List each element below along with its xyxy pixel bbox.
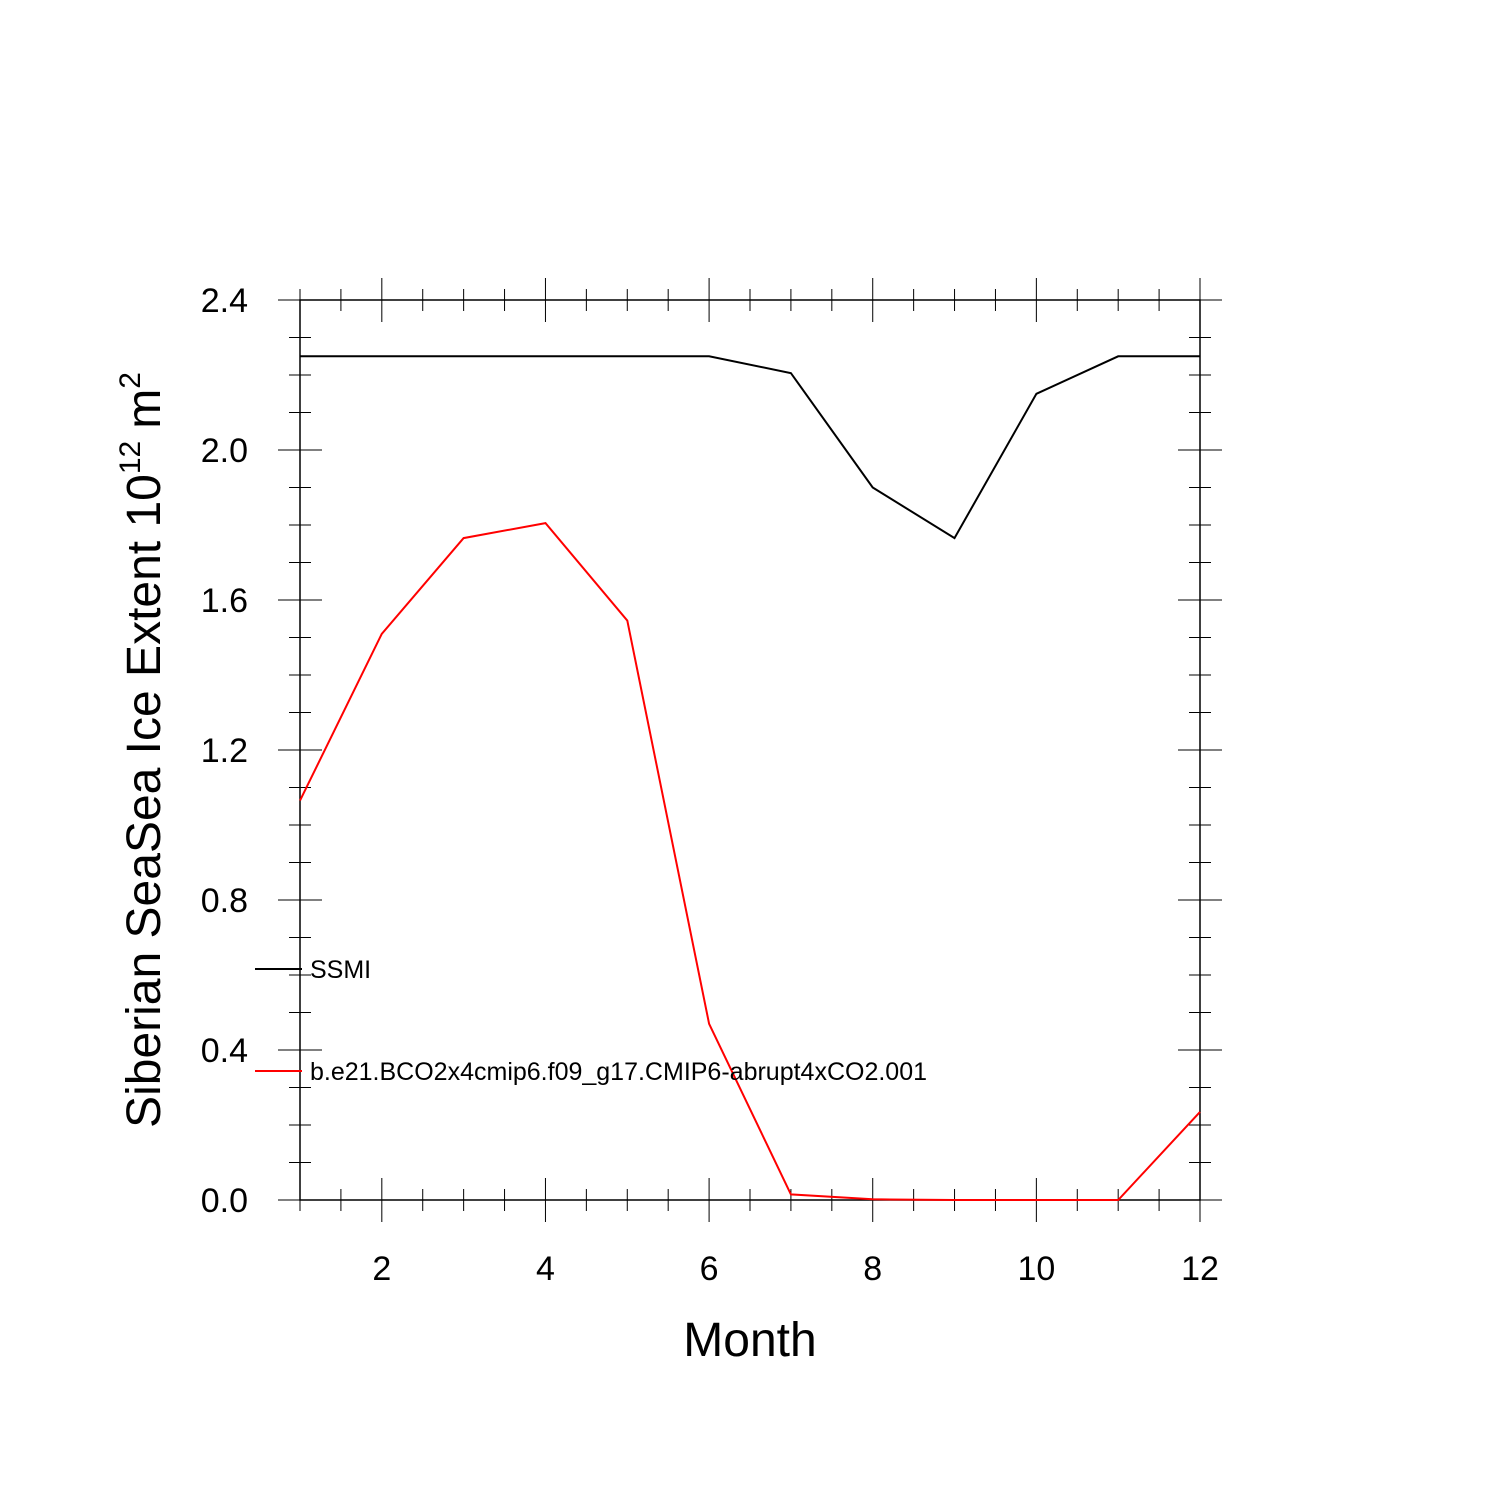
y-axis-title-unit-exponent: 2 [114, 372, 147, 389]
x-axis-title: Month [683, 1314, 816, 1367]
x-tick-label: 8 [863, 1250, 882, 1288]
y-axis-title-main: Siberian SeaSea Ice Extent 10 [118, 474, 171, 1128]
y-tick-label: 0.0 [201, 1182, 248, 1220]
y-tick-label: 1.2 [201, 732, 248, 770]
series-line-1 [299, 522, 1201, 1201]
x-tick-label: 10 [1017, 1250, 1055, 1288]
x-tick-label: 6 [700, 1250, 719, 1288]
y-axis-title: Siberian SeaSea Ice Extent 1012 m2 [114, 372, 171, 1128]
y-tick-label: 0.4 [201, 1032, 248, 1070]
svg-text:Siberian SeaSea Ice Extent 101: Siberian SeaSea Ice Extent 1012 m2 [114, 372, 171, 1128]
legend: SSMI b.e21.BCO2x4cmip6.f09_g17.CMIP6-abru… [255, 956, 927, 1086]
y-tick-label: 0.8 [201, 882, 248, 920]
series-lines [299, 355, 1201, 1201]
x-tick-label: 12 [1181, 1250, 1219, 1288]
series-line-0 [300, 355, 1200, 540]
legend-label-1: b.e21.BCO2x4cmip6.f09_g17.CMIP6-abrupt4x… [310, 1058, 927, 1086]
y-tick-label: 1.6 [201, 582, 248, 620]
y-axis-title-exponent: 12 [114, 441, 147, 474]
x-tick-label: 2 [372, 1250, 391, 1288]
y-tick-label: 2.4 [201, 282, 248, 320]
y-tick-label: 2.0 [201, 432, 248, 470]
y-axis-title-unit: m [118, 389, 171, 429]
tick-labels: 2 4 6 8 10 12 0.0 0.4 0.8 1.2 1.6 2.0 2.4 [201, 282, 1219, 1288]
legend-label-0: SSMI [310, 956, 371, 984]
x-tick-label: 4 [536, 1250, 555, 1288]
